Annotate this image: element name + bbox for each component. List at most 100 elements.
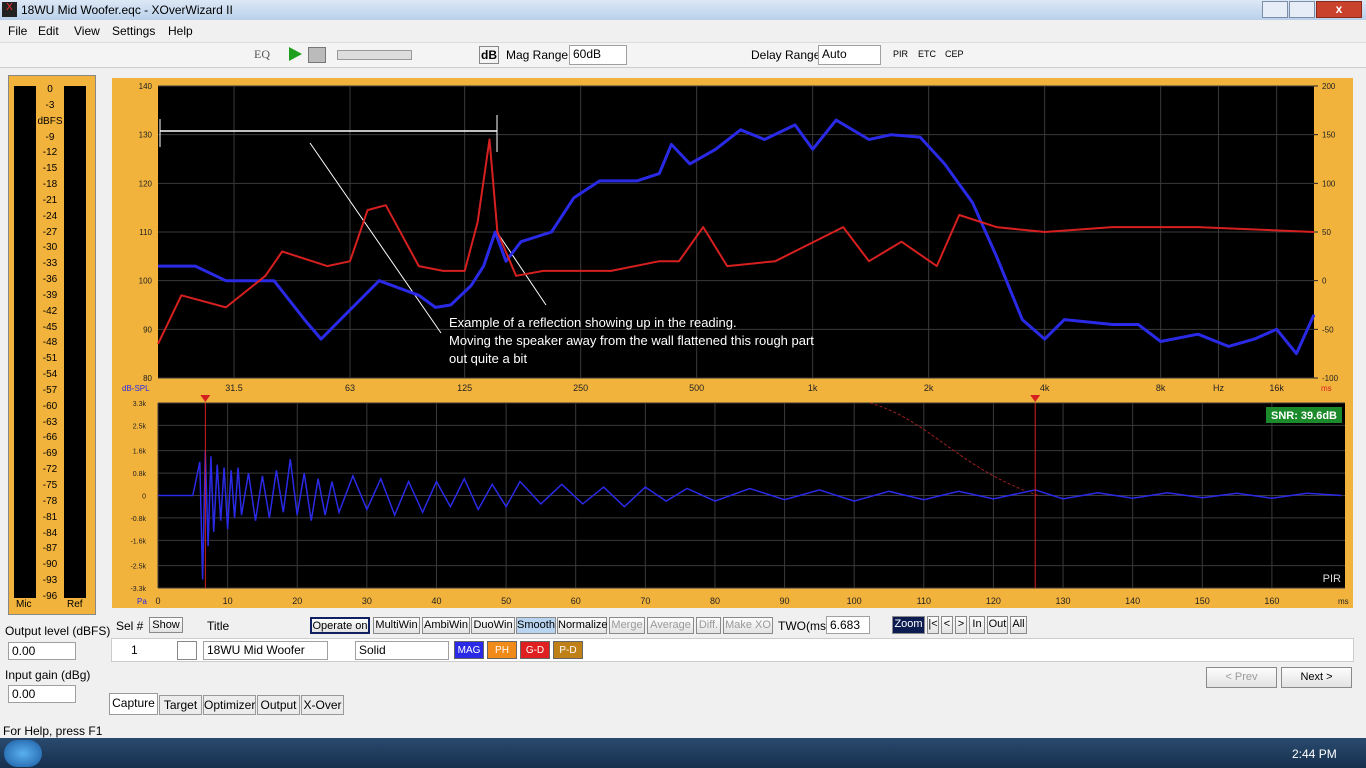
delay-range-select[interactable]: Auto	[818, 45, 881, 65]
output-level-input[interactable]: 0.00	[8, 642, 76, 660]
menu-item[interactable]: Edit	[38, 24, 59, 38]
operation-button[interactable]: Merge	[609, 617, 645, 634]
x-tick-label: 8k	[1156, 383, 1166, 393]
meter-scale-label: -45	[42, 321, 58, 333]
show-button[interactable]: Show	[149, 617, 183, 633]
x-tick-label: 63	[345, 383, 355, 393]
series-line	[157, 138, 1315, 345]
mode-button[interactable]: PIR	[893, 49, 909, 59]
series-line	[158, 118, 1316, 356]
operation-button[interactable]: Smooth	[516, 617, 556, 634]
prev-button[interactable]: < Prev	[1206, 667, 1277, 688]
tab[interactable]: Output	[257, 695, 300, 715]
two-input[interactable]: 6.683	[826, 616, 870, 634]
start-button[interactable]	[4, 740, 42, 767]
meter-scale-label: -75	[42, 480, 58, 491]
operation-button[interactable]: Operate on	[310, 617, 370, 634]
menu-item[interactable]: View	[74, 24, 100, 38]
meter-scale-label: -84	[42, 527, 58, 539]
window-title: 18WU Mid Woofer.eqc - XOverWizard II	[21, 3, 233, 17]
y-tick-label: 0.8k	[133, 471, 147, 478]
y-tick-label: 90	[143, 325, 152, 334]
operation-button[interactable]: DuoWin	[471, 617, 515, 634]
delete-button[interactable]	[177, 641, 197, 660]
x-tick-label: 120	[986, 596, 1001, 606]
status-text: For Help, press F1	[3, 724, 103, 738]
zoom-button[interactable]: <	[941, 616, 953, 634]
y-tick-label: -3.3k	[130, 586, 146, 593]
input-gain-input[interactable]: 0.00	[8, 685, 76, 703]
tab[interactable]: Optimizer	[203, 695, 256, 715]
x-tick-label: 140	[1125, 596, 1140, 606]
progress-bar	[337, 50, 412, 60]
meter-scale-label: -36	[42, 274, 58, 286]
view-button[interactable]: PH	[487, 641, 517, 659]
zoom-button[interactable]: In	[969, 616, 985, 634]
menu-item[interactable]: Help	[168, 24, 193, 38]
x-tick-label: 40	[431, 596, 441, 606]
y-tick-label: -2.5k	[130, 564, 146, 571]
line-style-select[interactable]: Solid	[355, 641, 449, 660]
mag-range-select[interactable]: 60dB	[569, 45, 627, 65]
play-button[interactable]	[289, 47, 302, 61]
zoom-button[interactable]: All	[1010, 616, 1027, 634]
operation-button[interactable]: Normalize	[557, 617, 608, 634]
menu-item[interactable]: Settings	[112, 24, 156, 38]
next-button[interactable]: Next >	[1281, 667, 1352, 688]
x-tick-label: 160	[1264, 596, 1279, 606]
zoom-button[interactable]: |<	[927, 616, 939, 634]
mode-button[interactable]: CEP	[945, 49, 964, 59]
y-tick-label: 140	[139, 82, 153, 91]
y-tick-label: 110	[139, 228, 152, 237]
meter-scale-label: -63	[42, 416, 58, 428]
close-button[interactable]: x	[1316, 1, 1362, 18]
view-button[interactable]: P-D	[553, 641, 583, 659]
y2-tick-label: 100	[1322, 179, 1336, 188]
y2-tick-label: 150	[1322, 131, 1336, 140]
x-tick-label: 1k	[808, 383, 818, 393]
tab[interactable]: X-Over	[301, 695, 344, 715]
stop-button[interactable]	[308, 47, 326, 63]
menu-item[interactable]: File	[8, 24, 28, 38]
y2-tick-label: -100	[1322, 374, 1339, 383]
zoom-button[interactable]: Out	[987, 616, 1008, 634]
snr-box	[1266, 407, 1342, 423]
window-marker-handle	[200, 395, 211, 402]
y-tick-label: 100	[139, 277, 153, 286]
y2-tick-label: 200	[1322, 82, 1336, 91]
two-label: TWO(ms)	[778, 619, 830, 633]
operation-button[interactable]: Average	[647, 617, 694, 634]
meter-scale-label: -57	[42, 384, 58, 396]
y-tick-label: 2.5k	[133, 423, 147, 430]
maximize-button[interactable]	[1289, 1, 1315, 18]
y-tick-label: 3.3k	[133, 401, 147, 408]
meter-scale-label: -18	[42, 179, 58, 191]
eq-button[interactable]: EQ	[254, 47, 270, 61]
impulse-line	[158, 450, 1342, 580]
meter-scale-label: -3	[45, 99, 55, 111]
measurement-name[interactable]: 18WU Mid Woofer	[203, 641, 328, 660]
tab[interactable]: Capture	[109, 693, 158, 715]
x-tick-label: 90	[780, 596, 790, 606]
meter-scale-label: -93	[42, 575, 58, 587]
zoom-button[interactable]: >	[955, 616, 967, 634]
ref-meter-bar	[64, 86, 86, 598]
mode-button[interactable]: ETC	[918, 49, 936, 59]
minimize-button[interactable]	[1262, 1, 1288, 18]
measurement-index: 1	[131, 643, 138, 657]
x-tick-label: 500	[689, 383, 704, 393]
view-button[interactable]: G-D	[520, 641, 550, 659]
db-button[interactable]: dB	[479, 46, 499, 64]
x-tick-label: 10	[223, 596, 233, 606]
tab[interactable]: Target	[159, 695, 202, 715]
zoom-button[interactable]: Zoom	[892, 616, 925, 634]
view-button[interactable]: MAG	[454, 641, 484, 659]
y-tick-label: 1.6k	[133, 449, 147, 456]
meter-scale-label: -15	[42, 163, 58, 175]
operation-button[interactable]: AmbiWin	[422, 617, 470, 634]
operation-button[interactable]: Diff.	[696, 617, 721, 634]
operation-button[interactable]: MultiWin	[373, 617, 420, 634]
operation-button[interactable]: Make XO	[723, 617, 773, 634]
y-tick-label: 0	[142, 494, 146, 501]
